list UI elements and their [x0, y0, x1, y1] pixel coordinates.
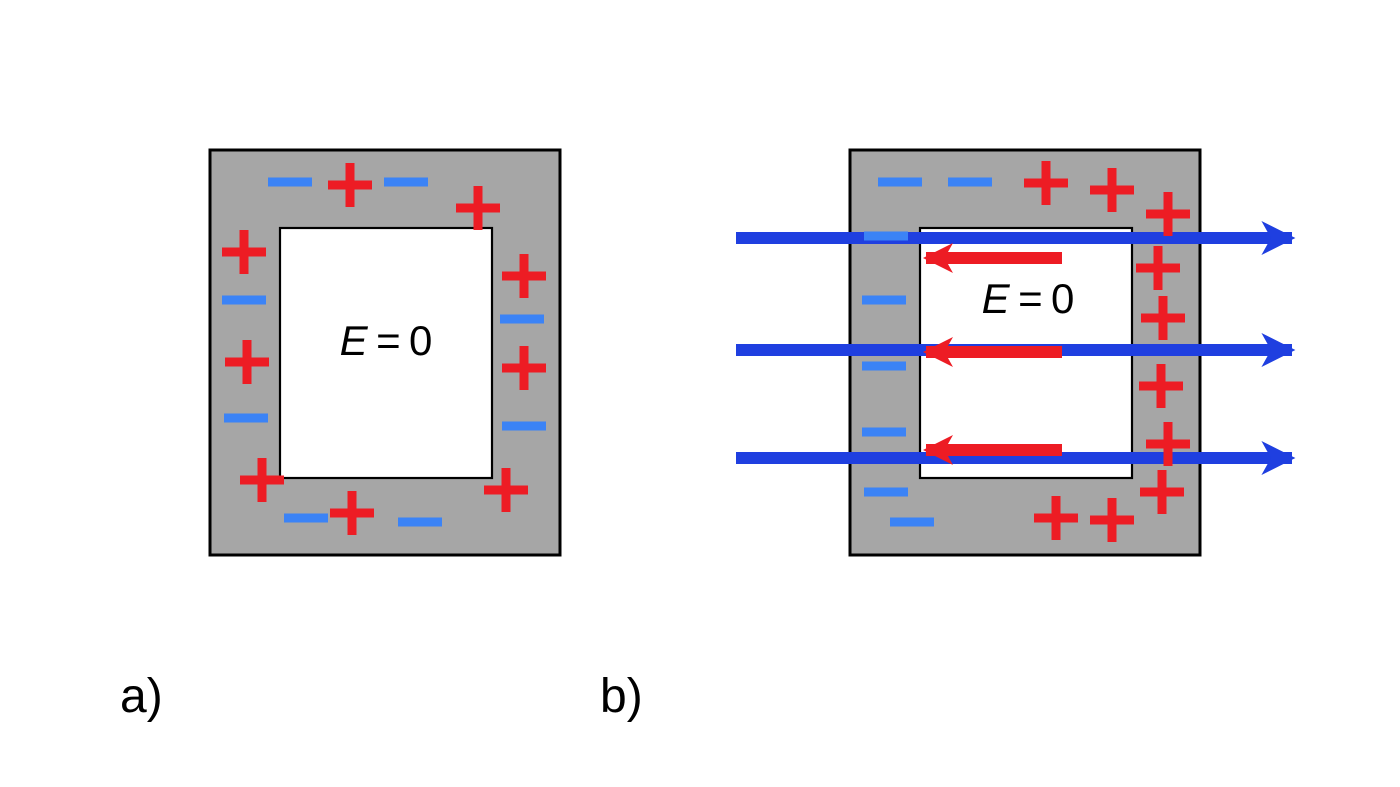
equals-sign: =	[1018, 275, 1043, 322]
equals-sign: =	[376, 317, 401, 364]
e-symbol: E	[340, 317, 369, 364]
zero-value: 0	[409, 317, 432, 364]
e-symbol: E	[982, 275, 1011, 322]
zero-value: 0	[1051, 275, 1074, 322]
e-zero-label: E = 0	[982, 275, 1075, 322]
subfigure-label: b)	[600, 670, 643, 723]
subfigure-label: a)	[120, 670, 163, 723]
e-zero-label: E = 0	[340, 317, 433, 364]
